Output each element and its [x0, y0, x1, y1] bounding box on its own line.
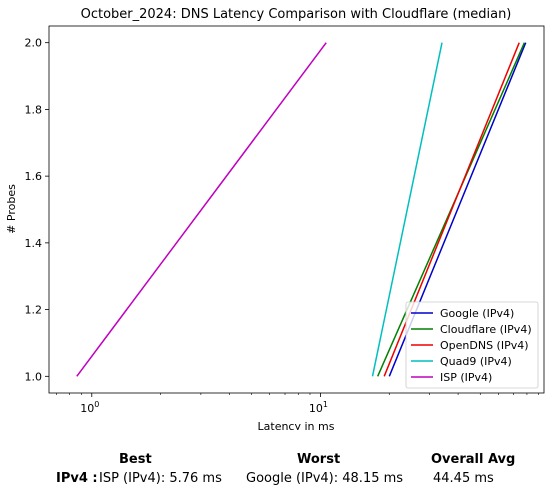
- overall-avg-value: 44.45 ms: [433, 471, 494, 486]
- chart-title: October_2024: DNS Latency Comparison wit…: [81, 7, 512, 22]
- latency-chart: October_2024: DNS Latency Comparison wit…: [5, 7, 545, 430]
- worst-header: Worst: [297, 452, 341, 467]
- y-tick-label: 1.4: [25, 237, 43, 250]
- y-tick-label: 1.2: [25, 304, 43, 317]
- y-tick-label: 2.0: [25, 37, 43, 50]
- overall-avg-header: Overall Avg: [431, 452, 516, 467]
- legend-label: Google (IPv4): [440, 307, 514, 320]
- best-header: Best: [119, 452, 152, 467]
- x-tick-label: 100: [80, 400, 99, 415]
- worst-value: Google (IPv4): 48.15 ms: [246, 471, 404, 486]
- legend-label: OpenDNS (IPv4): [440, 339, 529, 352]
- ipv4-row-label: IPv4 :: [56, 471, 98, 486]
- y-axis-label: # Probes: [5, 184, 18, 234]
- best-value: ISP (IPv4): 5.76 ms: [99, 471, 222, 486]
- series-line: [76, 42, 327, 377]
- legend-label: Cloudflare (IPv4): [440, 323, 532, 336]
- legend-label: Quad9 (IPv4): [440, 355, 512, 368]
- legend-box: [405, 301, 539, 389]
- legend-label: ISP (IPv4): [440, 371, 492, 384]
- series-line: [371, 42, 443, 377]
- y-tick-label: 1.8: [25, 103, 43, 116]
- plot-frame: [48, 25, 545, 394]
- y-tick-label: 1.6: [25, 170, 43, 183]
- x-axis-label: Latency in ms: [258, 420, 335, 430]
- legend: Google (IPv4) Cloudflare (IPv4) OpenDNS (I…: [405, 301, 539, 389]
- y-tick-label: 1.0: [25, 370, 43, 383]
- x-tick-label: 101: [309, 400, 328, 415]
